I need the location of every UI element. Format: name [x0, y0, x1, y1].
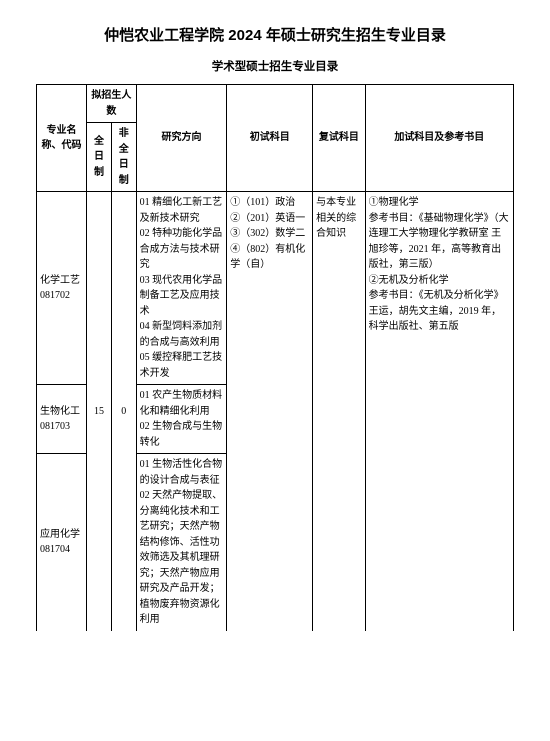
- catalog-table: 专业名称、代码 拟招生人数 研究方向 初试科目 复试科目 加试科目及参考书目 全…: [36, 84, 514, 631]
- direction-cell: 01 精细化工新工艺及新技术研究02 特种功能化学品合成方法与技术研究03 现代…: [136, 192, 227, 385]
- header-addexam: 加试科目及参考书目: [365, 85, 513, 192]
- prelim-cell: ①（101）政治②（201）英语一③（302）数学二④（802）有机化学（自）: [227, 192, 313, 631]
- header-prelim: 初试科目: [227, 85, 313, 192]
- table-header-row-1: 专业名称、代码 拟招生人数 研究方向 初试科目 复试科目 加试科目及参考书目: [37, 85, 514, 123]
- header-fulltime: 全日制: [87, 123, 112, 192]
- addexam-cell: ①物理化学参考书目：《基础物理化学》（大连理工大学物理化学教研室 王旭珍等，20…: [365, 192, 513, 631]
- major-cell: 生物化工081703: [37, 385, 87, 454]
- direction-cell: 01 农产生物质材料化和精细化利用02 生物合成与生物转化: [136, 385, 227, 454]
- page-title: 仲恺农业工程学院 2024 年硕士研究生招生专业目录: [36, 24, 514, 45]
- header-parttime: 非全日制: [111, 123, 136, 192]
- major-cell: 应用化学081704: [37, 454, 87, 631]
- table-row: 化学工艺081702 15 0 01 精细化工新工艺及新技术研究02 特种功能化…: [37, 192, 514, 385]
- major-cell: 化学工艺081702: [37, 192, 87, 385]
- header-enroll-group: 拟招生人数: [87, 85, 137, 123]
- retest-cell: 与本专业相关的综合知识: [313, 192, 365, 631]
- header-major: 专业名称、代码: [37, 85, 87, 192]
- fulltime-cell: 15: [87, 192, 112, 631]
- page-subtitle: 学术型硕士招生专业目录: [36, 58, 514, 74]
- header-retest: 复试科目: [313, 85, 365, 192]
- direction-cell: 01 生物活性化合物的设计合成与表征02 天然产物提取、分离纯化技术和工艺研究；…: [136, 454, 227, 631]
- parttime-cell: 0: [111, 192, 136, 631]
- header-direction: 研究方向: [136, 85, 227, 192]
